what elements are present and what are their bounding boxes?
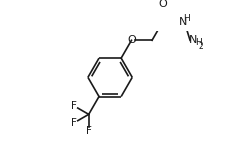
Text: F: F xyxy=(86,126,92,136)
Text: 2: 2 xyxy=(199,42,203,51)
Text: F: F xyxy=(71,118,77,128)
Text: O: O xyxy=(127,35,136,45)
Text: F: F xyxy=(71,101,77,111)
Text: H: H xyxy=(195,38,202,47)
Text: N: N xyxy=(179,17,187,27)
Text: H: H xyxy=(184,14,190,23)
Text: O: O xyxy=(158,0,167,9)
Text: N: N xyxy=(189,35,197,45)
